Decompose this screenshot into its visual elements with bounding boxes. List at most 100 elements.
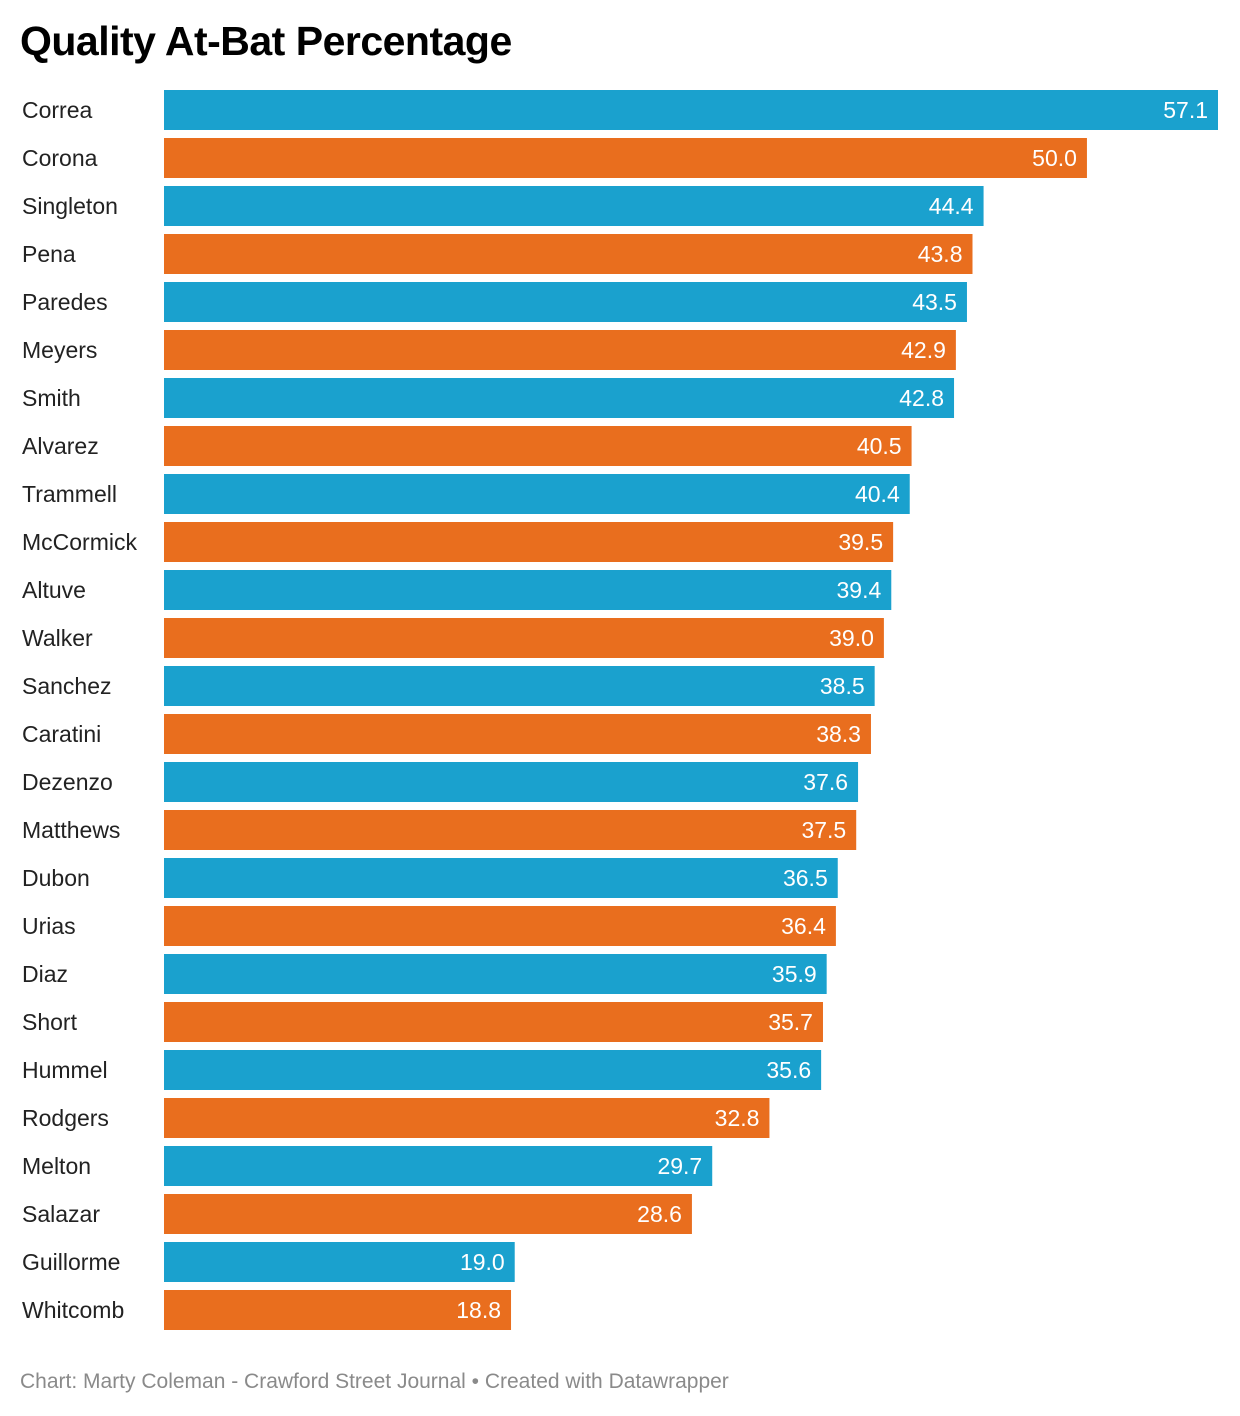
category-label: Altuve (22, 577, 86, 603)
value-label: 40.4 (855, 481, 900, 507)
value-label: 35.9 (772, 961, 817, 987)
value-label: 36.5 (783, 865, 828, 891)
value-label: 50.0 (1032, 145, 1077, 171)
bar-row-trammell: Trammell 40.4 (22, 474, 910, 514)
category-label: Whitcomb (22, 1297, 124, 1323)
category-label: Caratini (22, 721, 101, 747)
bar (164, 762, 859, 802)
value-label: 19.0 (460, 1249, 505, 1275)
value-label: 44.4 (929, 193, 974, 219)
bar-row-urias: Urias 36.4 (22, 906, 836, 946)
category-label: Alvarez (22, 433, 99, 459)
bar (164, 906, 836, 946)
bar-row-sanchez: Sanchez 38.5 (22, 666, 875, 706)
bar-row-dezenzo: Dezenzo 37.6 (22, 762, 859, 802)
bar (164, 1242, 515, 1282)
value-label: 43.8 (918, 241, 963, 267)
bar-row-matthews: Matthews 37.5 (22, 810, 857, 850)
bar (164, 618, 884, 658)
bar (164, 330, 956, 370)
bar-row-singleton: Singleton 44.4 (22, 186, 984, 226)
value-label: 35.7 (768, 1009, 813, 1035)
category-label: Urias (22, 913, 76, 939)
category-label: Guillorme (22, 1249, 120, 1275)
bar-row-paredes: Paredes 43.5 (22, 282, 967, 322)
bar-row-dubon: Dubon 36.5 (22, 858, 838, 898)
bar (164, 1290, 512, 1330)
category-label: Sanchez (22, 673, 112, 699)
bar-row-mccormick: McCormick 39.5 (22, 522, 894, 562)
category-label: Melton (22, 1153, 91, 1179)
value-label: 38.3 (816, 721, 861, 747)
bar (164, 666, 875, 706)
bar (164, 186, 984, 226)
category-label: Walker (22, 625, 93, 651)
category-label: Correa (22, 97, 93, 123)
bar-row-correa: Correa 57.1 (22, 90, 1218, 130)
bar-row-melton: Melton 29.7 (22, 1146, 713, 1186)
category-label: Trammell (22, 481, 117, 507)
category-label: McCormick (22, 529, 137, 555)
category-label: Short (22, 1009, 78, 1035)
bar-row-walker: Walker 39.0 (22, 618, 884, 658)
value-label: 36.4 (781, 913, 826, 939)
bar (164, 1146, 713, 1186)
chart-title: Quality At-Bat Percentage (20, 18, 512, 64)
bar-row-guillorme: Guillorme 19.0 (22, 1242, 515, 1282)
bar (164, 90, 1218, 130)
value-label: 40.5 (857, 433, 902, 459)
bar (164, 1002, 823, 1042)
bar-row-pena: Pena 43.8 (22, 234, 973, 274)
bar-row-meyers: Meyers 42.9 (22, 330, 956, 370)
value-label: 37.6 (803, 769, 848, 795)
bar (164, 1194, 692, 1234)
bar-row-whitcomb: Whitcomb 18.8 (22, 1290, 512, 1330)
value-label: 29.7 (657, 1153, 702, 1179)
bar-row-altuve: Altuve 39.4 (22, 570, 892, 610)
bar (164, 1050, 822, 1090)
category-label: Smith (22, 385, 81, 411)
category-label: Pena (22, 241, 76, 267)
bar (164, 378, 955, 418)
category-label: Dezenzo (22, 769, 113, 795)
bar (164, 570, 892, 610)
bar (164, 714, 871, 754)
bar (164, 234, 973, 274)
bar-row-hummel: Hummel 35.6 (22, 1050, 822, 1090)
value-label: 42.9 (901, 337, 946, 363)
value-label: 39.0 (829, 625, 874, 651)
category-label: Matthews (22, 817, 120, 843)
value-label: 42.8 (899, 385, 944, 411)
chart-footer-credit: Chart: Marty Coleman - Crawford Street J… (20, 1370, 729, 1393)
category-label: Hummel (22, 1057, 108, 1083)
category-label: Corona (22, 145, 98, 171)
bar-chart: Correa 57.1 Corona 50.0 Singleton 44.4 Pena 43.… (22, 90, 1218, 1330)
value-label: 39.4 (837, 577, 882, 603)
value-label: 35.6 (766, 1057, 811, 1083)
bar-row-corona: Corona 50.0 (22, 138, 1087, 178)
value-label: 38.5 (820, 673, 865, 699)
bar-row-smith: Smith 42.8 (22, 378, 955, 418)
bar (164, 954, 827, 994)
value-label: 39.5 (838, 529, 883, 555)
category-label: Dubon (22, 865, 90, 891)
category-label: Paredes (22, 289, 108, 315)
bar-row-alvarez: Alvarez 40.5 (22, 426, 912, 466)
value-label: 18.8 (456, 1297, 501, 1323)
bar-row-diaz: Diaz 35.9 (22, 954, 827, 994)
category-label: Meyers (22, 337, 97, 363)
bar (164, 282, 967, 322)
value-label: 43.5 (912, 289, 957, 315)
bar (164, 522, 894, 562)
category-label: Singleton (22, 193, 118, 219)
bar (164, 858, 838, 898)
value-label: 57.1 (1163, 97, 1208, 123)
bar-row-rodgers: Rodgers 32.8 (22, 1098, 770, 1138)
bar (164, 1098, 770, 1138)
value-label: 28.6 (637, 1201, 682, 1227)
bar (164, 426, 912, 466)
value-label: 32.8 (715, 1105, 760, 1131)
bar (164, 474, 910, 514)
bar-row-short: Short 35.7 (22, 1002, 823, 1042)
category-label: Diaz (22, 961, 68, 987)
